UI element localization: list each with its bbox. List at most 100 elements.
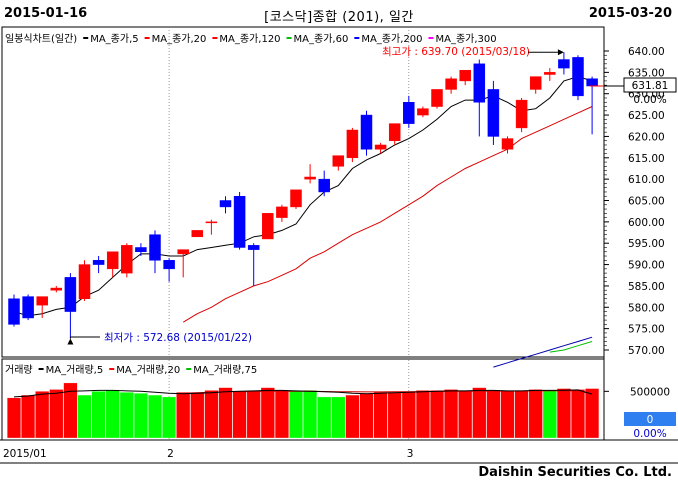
legend-label: MA_종가,300 [435, 33, 496, 45]
candle-body [149, 234, 161, 261]
volume-bar[interactable] [387, 392, 402, 439]
candle[interactable] [78, 260, 91, 301]
volume-bar[interactable] [49, 389, 64, 439]
candle[interactable] [304, 164, 316, 184]
candle[interactable] [149, 230, 161, 274]
volume-bar[interactable] [373, 392, 388, 439]
candle[interactable] [135, 243, 147, 257]
volume-bar[interactable] [232, 391, 247, 439]
volume-bar[interactable] [7, 397, 21, 439]
candle[interactable] [332, 155, 345, 171]
volume-bar[interactable] [486, 391, 501, 439]
volume-bar[interactable] [430, 390, 444, 439]
candle[interactable] [431, 89, 443, 109]
volume-bar[interactable] [35, 391, 50, 439]
low-annotation: 최저가 : 572.68 (2015/01/22) [104, 332, 252, 344]
y-tick-label: 640.00 [628, 46, 665, 58]
candle[interactable] [374, 142, 387, 154]
volume-bar[interactable] [63, 382, 78, 439]
candle[interactable] [219, 196, 232, 214]
volume-bar[interactable] [528, 389, 543, 439]
volume-bar[interactable] [556, 388, 571, 439]
volume-bar[interactable] [542, 390, 557, 439]
candle[interactable] [515, 97, 528, 133]
candles[interactable] [8, 52, 598, 339]
candle[interactable] [346, 127, 359, 163]
candle[interactable] [572, 55, 584, 101]
candle[interactable] [106, 251, 119, 278]
candle[interactable] [22, 294, 34, 321]
candle[interactable] [205, 219, 218, 235]
volume-axis-label: 500000 [630, 386, 670, 398]
volume-bar[interactable] [204, 390, 219, 439]
candle[interactable] [92, 256, 105, 274]
volume-bar[interactable] [458, 390, 473, 439]
volume-bar[interactable] [148, 394, 162, 439]
volume-bar[interactable] [401, 391, 416, 439]
current-volume-change: 0.00% [633, 428, 666, 440]
volume-bar[interactable] [218, 387, 233, 439]
volume-bar[interactable] [514, 390, 529, 439]
candle[interactable] [177, 249, 189, 278]
volume-bar[interactable] [415, 390, 430, 439]
volume-bar[interactable] [133, 393, 148, 439]
candle[interactable] [544, 68, 556, 81]
candle[interactable] [529, 76, 542, 94]
volume-bar[interactable] [444, 389, 459, 439]
candle-body [121, 245, 133, 274]
candle[interactable] [501, 136, 514, 154]
legend-item: MA_종가,200 [354, 33, 422, 45]
candle[interactable] [318, 170, 330, 197]
volume-bar[interactable] [176, 392, 191, 439]
candle[interactable] [403, 95, 415, 128]
volume-bar[interactable] [500, 391, 515, 439]
volume-bar[interactable] [105, 390, 120, 439]
volume-bar[interactable] [472, 387, 487, 439]
candle[interactable] [247, 243, 260, 286]
candle-body [304, 176, 316, 180]
candle[interactable] [50, 285, 63, 293]
candle-body [22, 296, 34, 319]
legend-label: MA_거래량,5 [46, 364, 104, 376]
volume-bar[interactable] [77, 394, 92, 439]
candle[interactable] [473, 59, 486, 137]
volume-bar[interactable] [21, 394, 36, 439]
candle[interactable] [191, 230, 204, 238]
candle[interactable] [586, 76, 598, 135]
candle[interactable] [64, 273, 77, 339]
candle[interactable] [276, 204, 288, 222]
candle[interactable] [487, 80, 500, 145]
volume-bar[interactable] [246, 391, 261, 439]
candle[interactable] [558, 52, 570, 75]
volume-bar[interactable] [317, 396, 332, 439]
candle[interactable] [8, 294, 20, 327]
candle[interactable] [233, 191, 246, 250]
volume-bar[interactable] [190, 392, 205, 439]
legend-label: MA_종가,200 [361, 33, 422, 45]
volume-bar[interactable] [274, 390, 289, 439]
volume-bar[interactable] [119, 392, 134, 439]
start-date: 2015-01-16 [4, 6, 88, 21]
volume-bar[interactable] [289, 391, 303, 439]
candle[interactable] [459, 69, 471, 86]
volume-bar[interactable] [303, 390, 318, 439]
volume-bar[interactable] [571, 389, 585, 439]
candle[interactable] [36, 296, 48, 318]
candle[interactable] [163, 258, 175, 282]
volume-bar[interactable] [91, 391, 106, 439]
candle[interactable] [417, 106, 429, 118]
volume-bar[interactable] [260, 387, 275, 439]
volume-bar[interactable] [359, 393, 374, 439]
volume-bar[interactable] [162, 396, 177, 439]
candle[interactable] [262, 213, 274, 240]
volume-bar[interactable] [585, 388, 600, 439]
candle[interactable] [290, 189, 302, 210]
volume-bars[interactable] [7, 382, 600, 439]
volume-bar[interactable] [345, 394, 360, 439]
candle[interactable] [445, 76, 457, 94]
candle[interactable] [360, 110, 373, 156]
candle[interactable] [388, 123, 401, 145]
candle[interactable] [121, 243, 133, 278]
volume-bar[interactable] [331, 396, 346, 439]
